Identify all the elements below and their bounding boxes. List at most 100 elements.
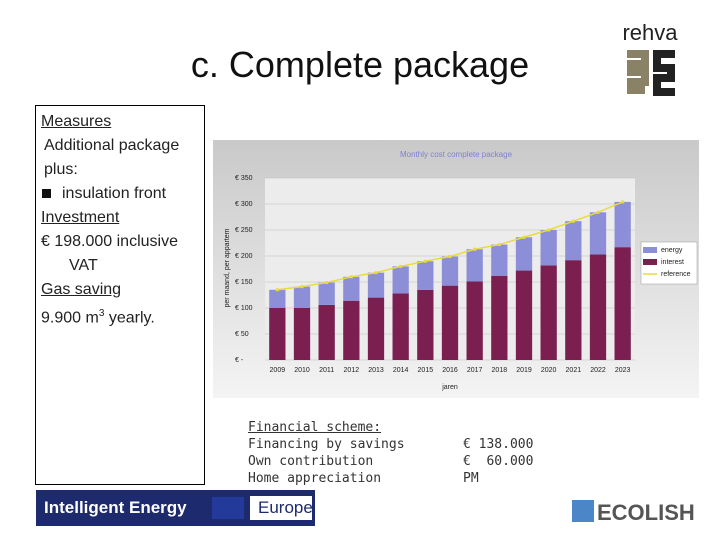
legend-label: interest (661, 259, 684, 266)
x-tick-label: 2013 (368, 367, 384, 374)
line-marker (547, 228, 551, 232)
chart: Monthly cost complete package per maand,… (213, 140, 699, 398)
bar-segment (589, 212, 607, 255)
y-tick-label: € 250 (235, 227, 253, 234)
line-marker (399, 264, 403, 268)
logo-mark (653, 50, 675, 96)
bar-segment (318, 282, 335, 305)
y-tick-label: € 350 (235, 175, 253, 182)
bullet (42, 189, 51, 198)
line-marker (497, 243, 501, 247)
heading: Investment (41, 209, 120, 226)
measures-box: Measures Additional package plus: insula… (35, 105, 205, 485)
bar-segment (318, 304, 335, 360)
legend-swatch (643, 247, 657, 253)
bar-segment (515, 270, 533, 360)
ecolish-logo: ECOLISH (597, 500, 695, 525)
x-tick-label: 2017 (467, 367, 483, 374)
text: yearly. (104, 309, 155, 327)
line-marker (349, 275, 353, 279)
x-axis-label: jaren (441, 384, 458, 391)
line-marker (423, 259, 427, 263)
x-tick-label: 2023 (615, 367, 631, 374)
bar-segment (392, 266, 409, 294)
text: 9.900 m (41, 309, 99, 327)
bar-segment (269, 289, 286, 308)
bar-segment (441, 285, 459, 360)
bar-segment (417, 261, 434, 290)
x-tick-label: 2018 (492, 367, 508, 374)
line-marker (448, 255, 452, 259)
heading: Gas saving (41, 281, 122, 298)
bar-segment (565, 221, 582, 261)
banner-text: Europe (258, 498, 313, 517)
x-tick-label: 2019 (516, 367, 532, 374)
line-marker (300, 285, 304, 289)
x-tick-label: 2015 (418, 367, 434, 374)
line-marker (275, 288, 279, 292)
amount: € 138.000 (463, 437, 534, 452)
y-tick-label: € 50 (235, 331, 249, 338)
bar-segment (367, 272, 385, 298)
text: 9.900 m3 yearly. (41, 302, 155, 330)
y-tick-label: € 300 (235, 201, 253, 208)
bar-segment (540, 230, 557, 266)
line-marker (571, 219, 575, 223)
bar-segment (293, 308, 311, 360)
bar-segment (515, 237, 533, 271)
bar-segment (466, 249, 483, 282)
line-marker (621, 200, 625, 204)
text: 3 (98, 308, 105, 319)
text: € 198.000 inclusive VAT (41, 233, 178, 274)
financial-title: Financial scheme: (248, 420, 382, 435)
slide-title: c. Complete package (190, 44, 530, 85)
bar-segment (614, 247, 631, 360)
legend-label: reference (661, 271, 691, 278)
legend-label: energy (661, 247, 683, 254)
bar-segment (367, 297, 385, 360)
line-marker (325, 281, 329, 285)
banner: Intelligent Energy Europe (36, 490, 315, 526)
x-tick-label: 2016 (442, 367, 458, 374)
label: Own contribution (248, 454, 374, 469)
bar-segment (343, 276, 360, 301)
eu-flag (212, 497, 244, 519)
line-marker (374, 271, 378, 275)
x-tick-label: 2012 (344, 367, 360, 374)
amount: € 60.000 (463, 454, 534, 469)
bar-segment (441, 256, 459, 286)
line-marker (596, 210, 600, 214)
bar-segment (269, 308, 286, 360)
y-tick-label: € - (235, 357, 244, 364)
bar-segment (540, 265, 557, 360)
bar-segment (491, 275, 508, 360)
line-marker (473, 247, 477, 251)
y-tick-label: € 150 (235, 279, 253, 286)
amount: PM (463, 471, 479, 486)
bar-segment (565, 260, 582, 360)
text: insulation front (62, 185, 167, 202)
bar-segment (589, 254, 607, 360)
x-tick-label: 2014 (393, 367, 409, 374)
x-tick-label: 2020 (541, 367, 557, 374)
y-tick-label: € 200 (235, 253, 253, 260)
text: Additional package plus: (44, 137, 180, 178)
bar-segment (392, 293, 409, 360)
bar-segment (614, 201, 631, 248)
bar-segment (466, 281, 483, 360)
legend-swatch (643, 259, 657, 265)
x-tick-label: 2011 (319, 367, 334, 374)
y-tick-label: € 100 (235, 305, 253, 312)
line-marker (522, 235, 526, 239)
x-tick-label: 2009 (270, 367, 286, 374)
x-tick-label: 2010 (294, 367, 310, 374)
y-axis-label: per maand, per appartem (224, 228, 231, 307)
bar-segment (417, 289, 434, 360)
bar-segment (293, 286, 311, 308)
label: Home appreciation (248, 471, 382, 486)
chart-title: Monthly cost complete package (400, 150, 513, 159)
logo-text: rehva (622, 20, 678, 45)
rehva-logo: rehva (622, 20, 678, 96)
x-tick-label: 2021 (566, 367, 582, 374)
